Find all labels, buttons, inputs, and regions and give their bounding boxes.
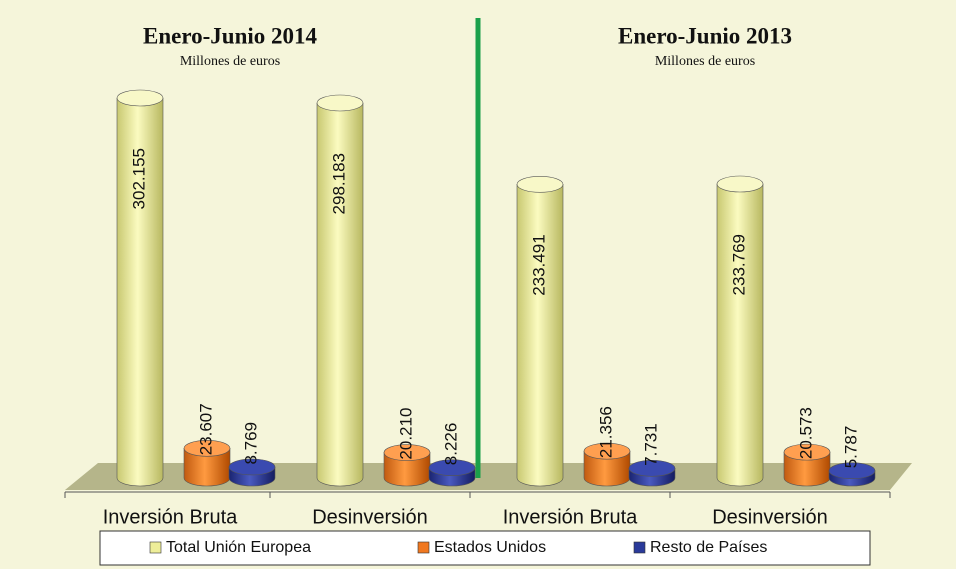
- bar-top: [383, 444, 431, 461]
- data-label: 20.210: [396, 408, 415, 460]
- data-label: 23.607: [196, 403, 215, 455]
- bar: [516, 176, 564, 487]
- x-tick-label: Inversión Bruta: [503, 506, 638, 528]
- bar: [116, 89, 164, 487]
- bar: [628, 459, 676, 487]
- bar: [516, 184, 564, 487]
- bar-top: [716, 175, 764, 193]
- bar: [383, 444, 431, 487]
- x-tick-label: Inversión Bruta: [103, 506, 238, 528]
- panel-title: Enero-Junio 2014: [143, 23, 318, 48]
- data-label: 233.769: [729, 234, 748, 295]
- data-label: 233.491: [529, 234, 548, 295]
- bar-top: [316, 94, 364, 112]
- floor: [65, 463, 912, 490]
- bar-top: [828, 462, 876, 480]
- bar: [228, 458, 276, 487]
- bar-top: [116, 89, 164, 107]
- legend-label: Total Unión Europea: [166, 539, 311, 556]
- bar-top: [783, 443, 831, 461]
- data-label: 7.731: [641, 423, 660, 466]
- bar: [783, 443, 831, 487]
- panel-title: Enero-Junio 2013: [618, 23, 792, 48]
- bar: [716, 183, 764, 487]
- x-tick-label: Desinversión: [312, 506, 428, 528]
- data-label: 298.183: [329, 153, 348, 214]
- legend-swatch: [633, 541, 646, 554]
- data-label: 21.356: [596, 406, 615, 458]
- legend-label: Estados Unidos: [434, 539, 546, 556]
- data-label: 5.787: [841, 426, 860, 469]
- bar: [828, 462, 876, 487]
- bar-top: [428, 459, 476, 476]
- bar-top: [516, 176, 564, 193]
- data-label: 8.769: [241, 422, 260, 465]
- bar: [583, 442, 631, 487]
- bar-top: [583, 442, 631, 460]
- data-label: 20.573: [796, 407, 815, 459]
- bar-top: [228, 458, 276, 476]
- x-tick-label: Desinversión: [712, 506, 828, 528]
- axis-ticks: [64, 492, 891, 498]
- bar: [183, 440, 231, 487]
- data-label: 302.155: [129, 148, 148, 209]
- panel-subtitle: Millones de euros: [180, 54, 280, 69]
- legend-swatch: [417, 541, 430, 554]
- panel-subtitle: Millones de euros: [655, 54, 755, 69]
- legend: [99, 530, 871, 566]
- data-label: 8.226: [441, 423, 460, 466]
- bar: [316, 94, 364, 487]
- bar: [116, 97, 164, 487]
- legend-label: Resto de Países: [650, 539, 767, 556]
- legend-swatch: [149, 541, 162, 554]
- bar-top: [628, 459, 676, 477]
- bar: [316, 102, 364, 487]
- bar: [428, 459, 476, 487]
- bar-top: [183, 440, 231, 457]
- bar: [716, 175, 764, 487]
